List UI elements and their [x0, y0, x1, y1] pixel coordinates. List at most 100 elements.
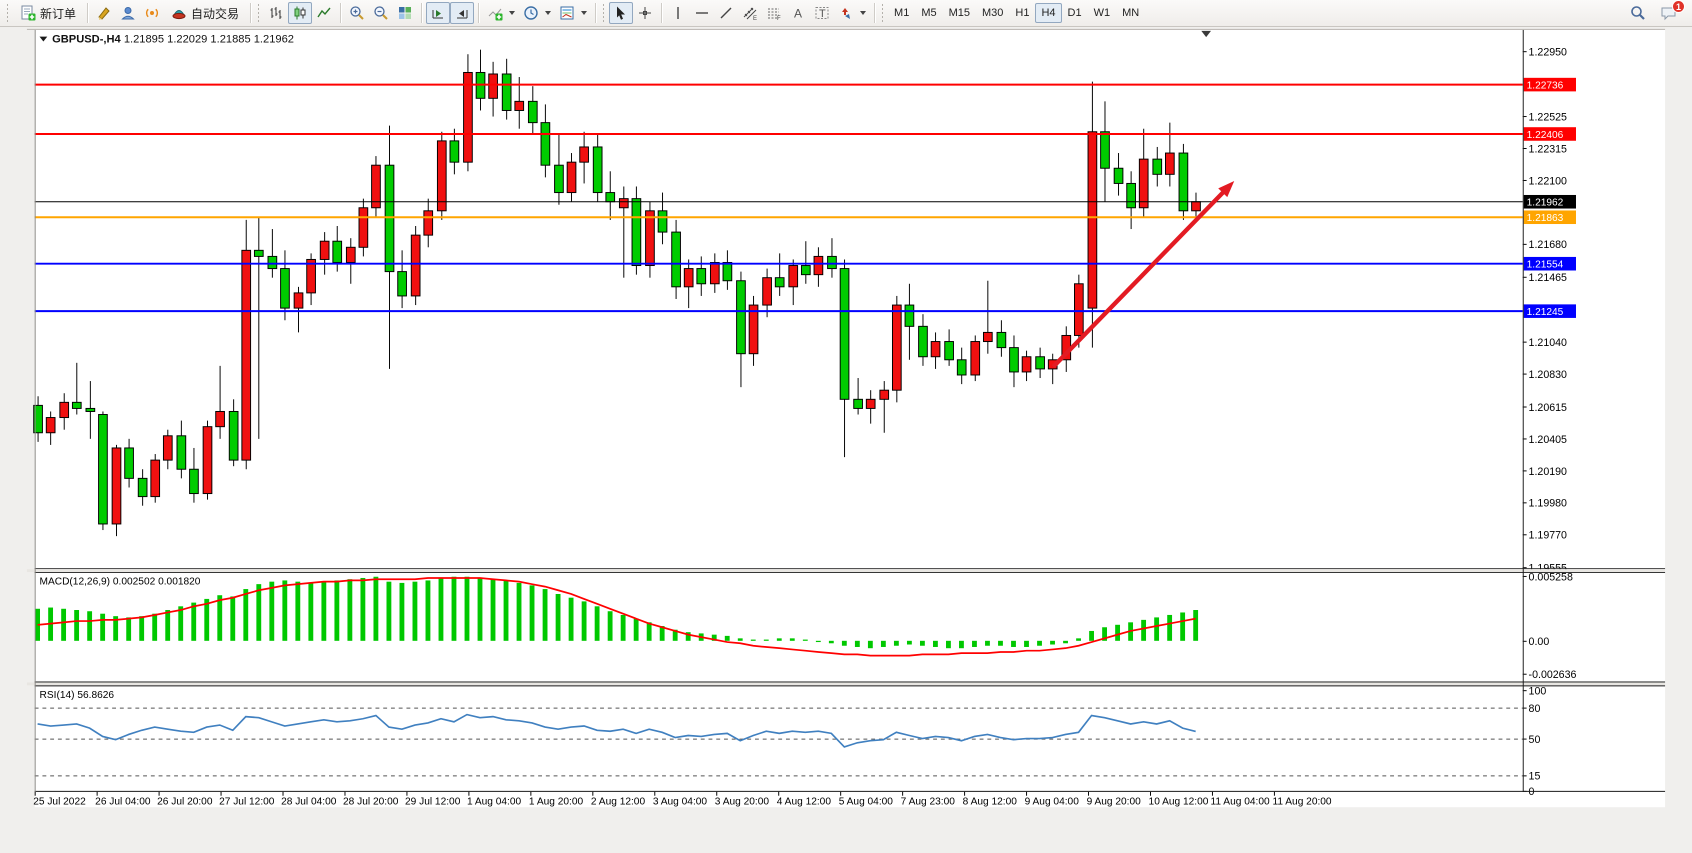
timeframe-M5[interactable]: M5 [921, 7, 937, 19]
auto-scroll-button[interactable] [426, 2, 451, 24]
macd-histogram-bar [1141, 619, 1147, 641]
macd-histogram-bar [100, 613, 106, 641]
pivot-line-badge [1523, 210, 1576, 225]
toolbar-grip[interactable] [5, 3, 10, 23]
candle [540, 122, 551, 166]
candle [1178, 152, 1189, 212]
zoom-in-button[interactable] [345, 2, 369, 24]
toolbar-separator [250, 3, 252, 23]
candle [293, 292, 304, 309]
macd-tick-label: -0.002636 [1529, 669, 1577, 681]
time-tick-label: 1 Aug 20:00 [529, 796, 584, 807]
macd-histogram-bar [685, 632, 691, 641]
svg-text:F: F [777, 16, 781, 21]
cursor-tool-button[interactable] [609, 2, 634, 24]
search-button[interactable] [1626, 2, 1650, 24]
time-tick-label: 1 Aug 04:00 [467, 796, 522, 807]
candle [358, 207, 369, 248]
horizontal-line-icon [696, 12, 709, 14]
candle [996, 331, 1007, 349]
crayon-style-button[interactable] [92, 2, 116, 24]
toolbar-separator [340, 3, 342, 23]
fibonacci-tool-button[interactable]: F [762, 2, 786, 24]
chart-shift-button[interactable] [450, 2, 475, 24]
trend-arrow-head[interactable] [1218, 180, 1235, 198]
price-tick-label: 1.19770 [1529, 530, 1567, 542]
candle [592, 146, 603, 194]
macd-histogram-bar [880, 640, 886, 647]
trend-arrow[interactable] [1051, 186, 1230, 369]
macd-histogram-bar [724, 635, 730, 641]
candle [1100, 131, 1110, 169]
horizontal-line-tool-button[interactable] [690, 2, 714, 24]
chart-menu-arrow-icon[interactable] [39, 36, 48, 42]
macd-histogram-bar [490, 579, 496, 641]
arrows-tool-button[interactable] [834, 2, 870, 24]
candle [982, 331, 993, 343]
zoom-out-button[interactable] [369, 2, 393, 24]
toolbar-grip[interactable] [256, 3, 262, 23]
macd-histogram-bar [152, 613, 158, 641]
toolbar-grip[interactable] [601, 3, 607, 23]
candle [800, 265, 811, 276]
price-tick-label: 1.19980 [1529, 498, 1567, 510]
trendline-tool-button[interactable] [714, 2, 738, 24]
vertical-line-tool-button[interactable] [666, 2, 690, 24]
crosshair-tool-button[interactable] [633, 2, 657, 24]
macd-histogram-bar [867, 640, 873, 649]
templates-button[interactable] [555, 2, 591, 24]
chart-canvas[interactable]: 1.22736 1.22406 1.21962 1.21863 1.21554 1.212… [0, 27, 1692, 848]
line-chart-mode-button[interactable] [312, 2, 336, 24]
timeframe-M30[interactable]: M30 [982, 7, 1004, 19]
macd-histogram-bar [503, 580, 509, 641]
price-tick-label: 1.22525 [1529, 111, 1567, 123]
macd-histogram-bar [932, 640, 938, 647]
text-label-tool-button[interactable]: T [810, 2, 834, 24]
chart-shift-marker[interactable] [1201, 30, 1211, 38]
text-tool-button[interactable]: A [786, 2, 810, 24]
price-tick-label: 1.20615 [1529, 402, 1567, 414]
timeframe-M15[interactable]: M15 [948, 7, 970, 19]
panel-splitter[interactable] [26, 682, 1666, 686]
time-tick-label: 3 Aug 20:00 [715, 796, 770, 807]
candle [241, 249, 252, 461]
bar-chart-mode-button[interactable] [264, 2, 288, 24]
periods-button[interactable] [519, 2, 555, 24]
community-profile-button[interactable] [116, 2, 140, 24]
notification-badge: 1 [1672, 0, 1685, 13]
candle [124, 447, 134, 479]
candle [853, 398, 863, 409]
macd-histogram-bar [217, 595, 223, 641]
time-tick-label: 11 Aug 20:00 [1272, 796, 1331, 807]
time-axis-background [34, 791, 1666, 808]
channel-tool-button[interactable]: E [738, 2, 762, 24]
support-line-2-badge-label: 1.21245 [1527, 307, 1564, 318]
indicators-dropdown-caret [509, 11, 516, 15]
timeframe-D1[interactable]: D1 [1067, 7, 1082, 19]
signal-button[interactable] [140, 2, 164, 24]
time-tick-label: 26 Jul 04:00 [95, 796, 151, 807]
panel-splitter[interactable] [26, 569, 1666, 573]
new-order-button[interactable]: 新订单 [13, 2, 83, 24]
macd-histogram-bar [1115, 624, 1121, 641]
candle [189, 468, 199, 495]
candle [618, 198, 629, 209]
notifications-button[interactable]: 1 [1656, 0, 1685, 24]
time-tick-label: 11 Aug 04:00 [1211, 796, 1270, 807]
indicators-button[interactable] [483, 2, 519, 24]
timeframe-MN[interactable]: MN [1122, 7, 1140, 19]
timeframe-M1[interactable]: M1 [894, 7, 910, 19]
toolbar-grip[interactable] [880, 3, 886, 23]
time-tick-label: 2 Aug 12:00 [591, 796, 646, 807]
candlestick-mode-button[interactable] [288, 2, 313, 24]
timeframe-H1[interactable]: H1 [1015, 7, 1030, 19]
candle [891, 304, 902, 391]
macd-histogram-bar [87, 611, 93, 641]
candle [202, 426, 213, 495]
autotrading-button[interactable]: 自动交易 [164, 2, 246, 24]
timeframe-W1[interactable]: W1 [1093, 7, 1111, 19]
price-tick-label: 1.21040 [1529, 337, 1567, 349]
timeframe-H4[interactable]: H4 [1035, 3, 1062, 23]
candle [1113, 167, 1124, 184]
tile-windows-button[interactable] [393, 2, 417, 24]
